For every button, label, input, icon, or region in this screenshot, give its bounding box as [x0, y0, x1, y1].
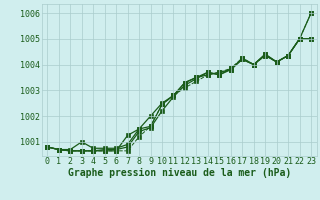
X-axis label: Graphe pression niveau de la mer (hPa): Graphe pression niveau de la mer (hPa): [68, 168, 291, 178]
